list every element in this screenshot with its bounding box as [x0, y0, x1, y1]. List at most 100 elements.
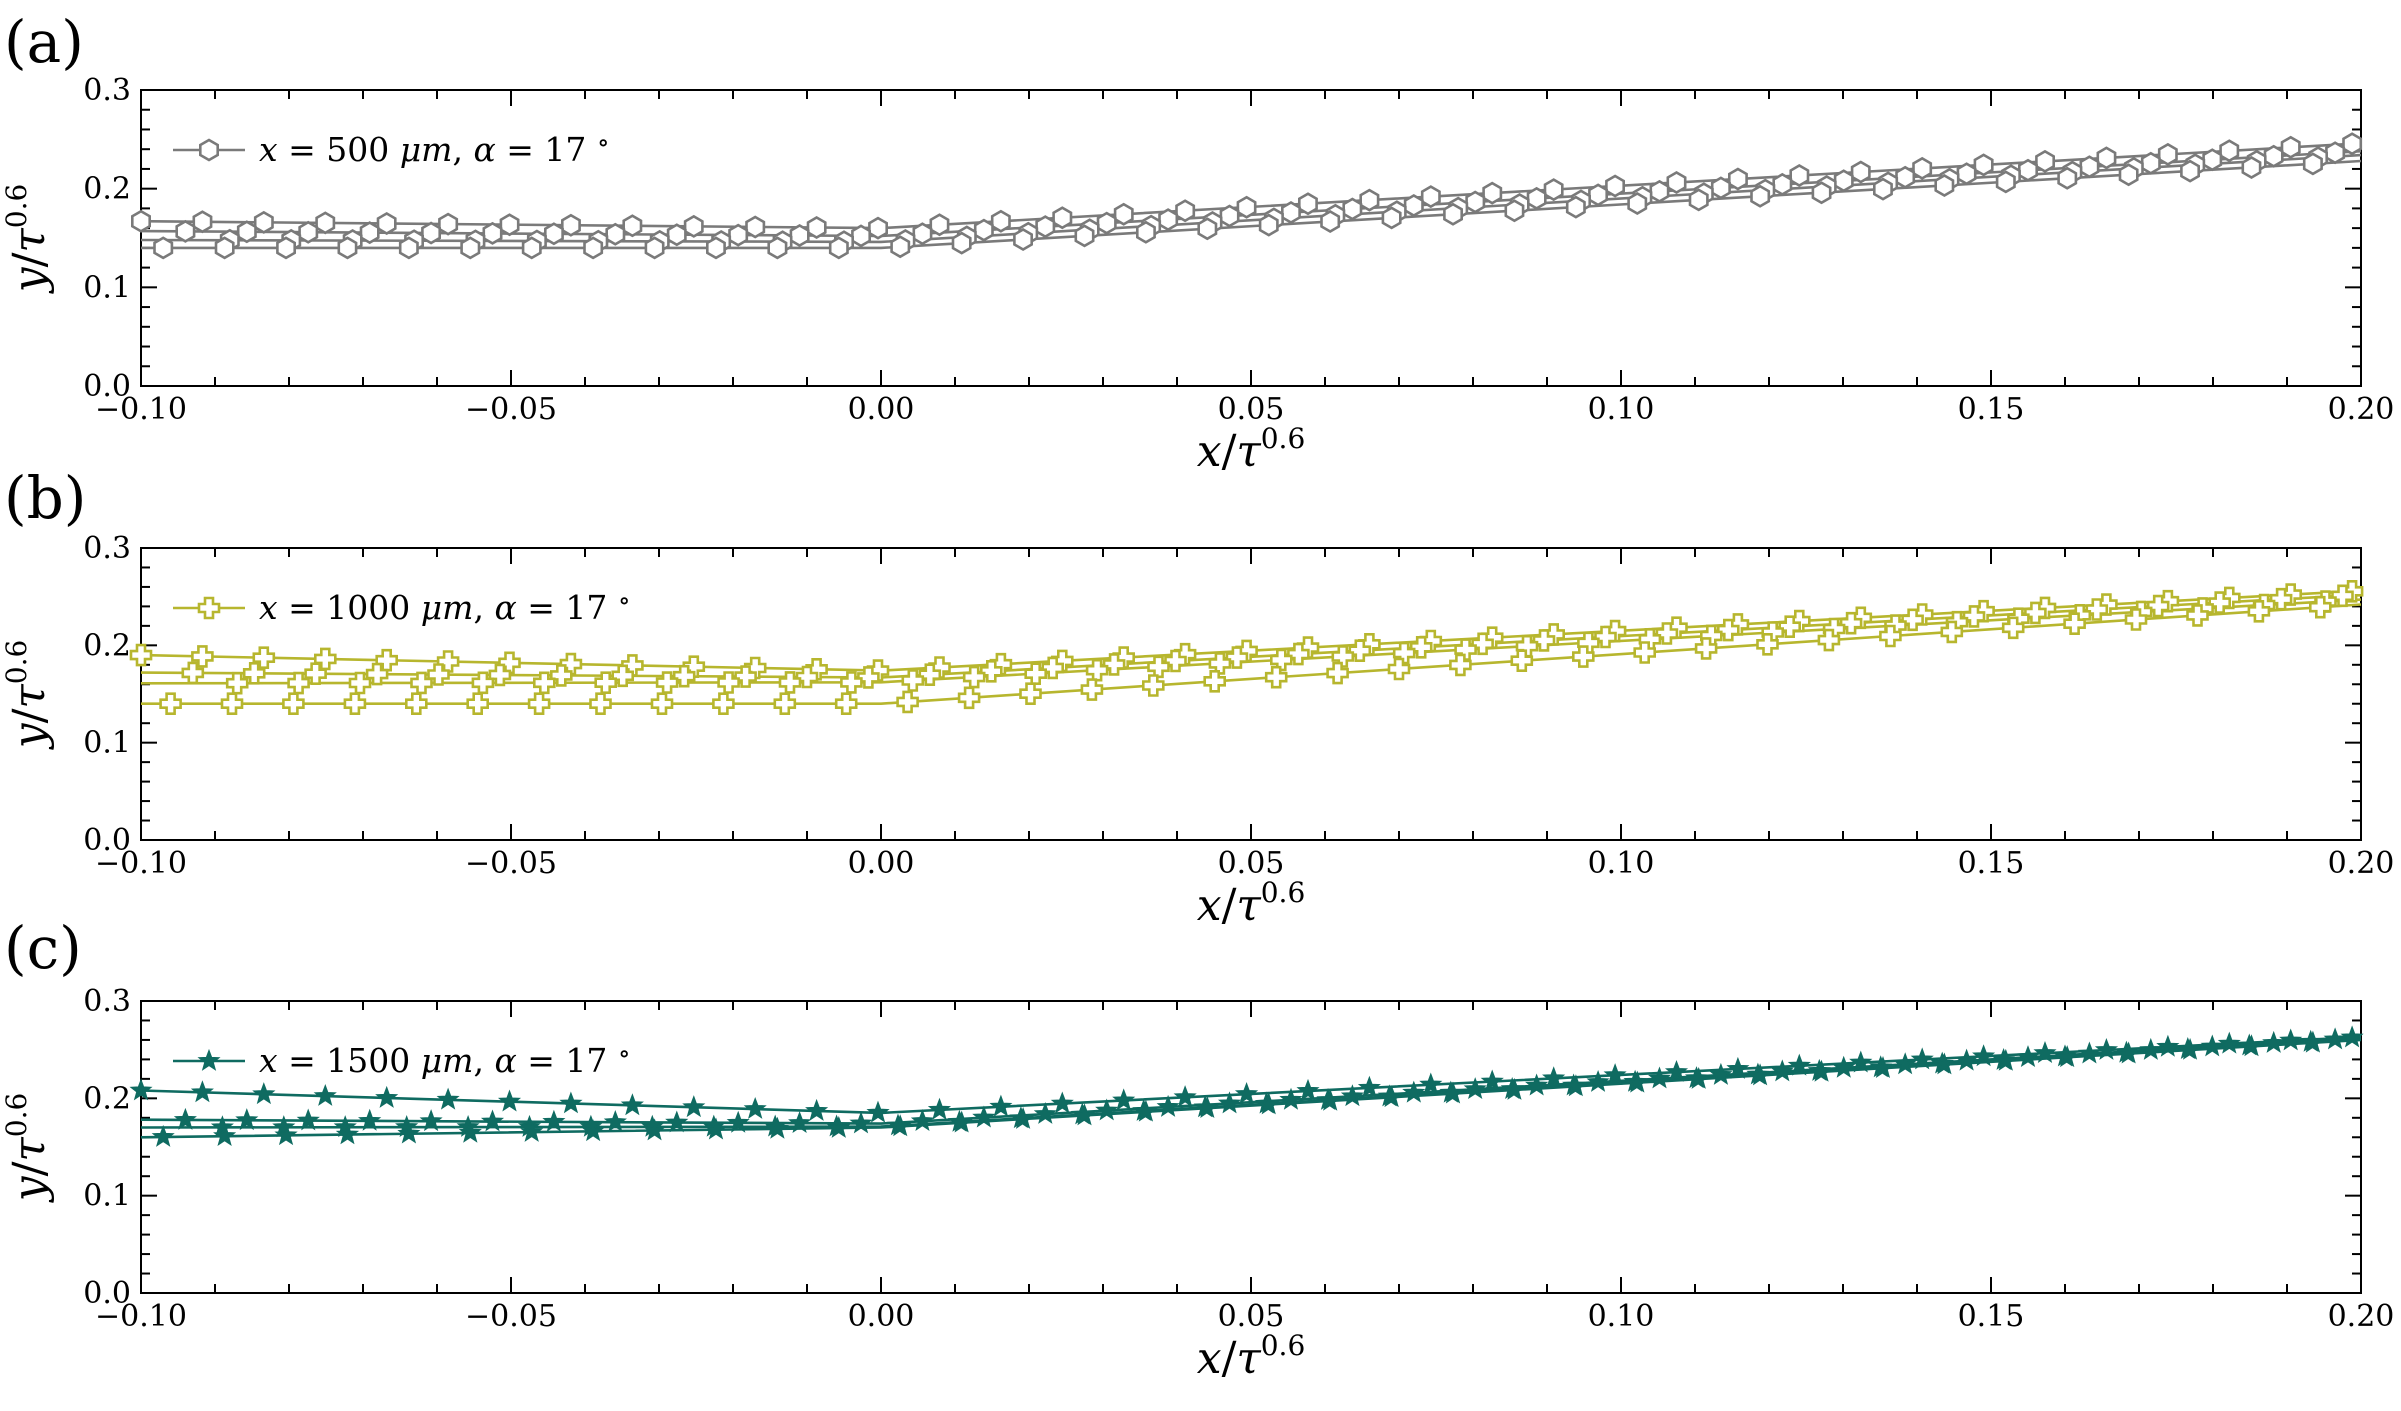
- data-point: [421, 221, 442, 245]
- data-point: [672, 664, 696, 688]
- x-tick-label: −0.05: [465, 846, 557, 881]
- data-point: [1532, 629, 1556, 652]
- data-point: [1419, 1072, 1443, 1095]
- data-point: [2096, 146, 2117, 170]
- data-point: [1709, 1062, 1733, 1085]
- data-point: [1962, 605, 1986, 628]
- x-tick-label: 0.05: [1218, 392, 1285, 427]
- data-point: [1995, 170, 2016, 194]
- data-point: [1380, 1085, 1404, 1108]
- data-point: [665, 1110, 689, 1133]
- data-point: [1934, 173, 1955, 198]
- data-point: [1096, 211, 1117, 235]
- legend-marker: [197, 1048, 221, 1071]
- data-point: [1688, 188, 1709, 212]
- data-point: [1811, 181, 1832, 205]
- data-point: [1102, 653, 1126, 676]
- data-point: [1748, 1063, 1772, 1086]
- data-point: [1113, 202, 1134, 226]
- legend-label: x = 1500 μm, α = 17 ∘: [259, 1039, 631, 1080]
- data-point: [1134, 1099, 1158, 1122]
- data-point: [335, 1122, 360, 1145]
- y-tick-label: 0.0: [83, 369, 131, 404]
- data-point: [1994, 1048, 2018, 1071]
- data-point: [683, 214, 704, 238]
- y-tick-label: 0.2: [83, 628, 131, 663]
- data-point: [951, 231, 972, 255]
- data-point: [1625, 1070, 1649, 1093]
- series-markers-1: [131, 132, 2363, 240]
- data-point: [589, 692, 612, 716]
- data-point: [1011, 1106, 1035, 1129]
- data-point: [1085, 658, 1109, 682]
- x-tick-label: −0.10: [95, 392, 187, 427]
- data-point: [1465, 190, 1486, 214]
- data-point: [1112, 1088, 1136, 1111]
- data-point: [214, 236, 235, 260]
- series-line-3: [140, 598, 2362, 685]
- data-point: [743, 1096, 767, 1119]
- data-point: [655, 671, 679, 694]
- data-point: [2157, 142, 2178, 166]
- data-point: [890, 235, 911, 259]
- data-point: [1655, 622, 1679, 645]
- data-point: [1296, 1078, 1320, 1101]
- data-point: [521, 236, 542, 260]
- data-point: [358, 1108, 382, 1131]
- data-point: [276, 236, 297, 260]
- data-point: [1136, 220, 1156, 244]
- data-point: [560, 213, 581, 237]
- data-point: [543, 222, 564, 246]
- data-point: [274, 1123, 298, 1146]
- data-point: [1664, 1059, 1689, 1082]
- data-point: [828, 236, 849, 260]
- data-point: [1342, 197, 1363, 221]
- data-point: [1770, 1059, 1794, 1082]
- series-markers-4: [159, 595, 2332, 716]
- data-point: [805, 1098, 829, 1121]
- data-point: [1443, 202, 1463, 226]
- data-point: [1726, 1056, 1750, 1079]
- data-point: [427, 663, 450, 686]
- panel-label: (c): [4, 914, 82, 982]
- data-point: [419, 1109, 443, 1132]
- data-point: [717, 671, 740, 694]
- x-tick-label: −0.05: [465, 1299, 557, 1334]
- data-point: [1603, 1063, 1627, 1086]
- series-markers-4: [151, 1030, 2325, 1147]
- data-point: [682, 1095, 706, 1118]
- data-point: [2001, 616, 2025, 640]
- series-markers-2: [173, 1027, 2347, 1134]
- data-point: [1605, 174, 1625, 198]
- data-point: [778, 671, 802, 694]
- y-tick-label: 0.1: [83, 1179, 131, 1214]
- series-line-2: [140, 1036, 2362, 1125]
- data-point: [581, 1119, 605, 1142]
- data-point: [213, 1124, 237, 1147]
- data-point: [1973, 153, 1994, 177]
- data-point: [704, 1117, 728, 1140]
- data-point: [2342, 132, 2363, 156]
- data-point: [498, 651, 521, 675]
- data-point: [1728, 167, 1748, 191]
- data-point: [1955, 1048, 1979, 1071]
- series-group: [129, 579, 2364, 716]
- data-point: [173, 1107, 197, 1130]
- data-point: [1647, 1066, 1672, 1089]
- x-tick-label: −0.05: [465, 392, 557, 427]
- x-tick-label: 0.00: [848, 1299, 915, 1334]
- data-point: [2279, 1028, 2303, 1051]
- data-point: [520, 1119, 544, 1142]
- data-point: [834, 692, 858, 716]
- series-markers-4: [153, 152, 2323, 260]
- data-point: [304, 662, 327, 686]
- data-point: [973, 218, 994, 242]
- x-tick-label: 0.05: [1218, 846, 1285, 881]
- data-point: [2118, 163, 2139, 187]
- data-point: [190, 1080, 214, 1103]
- data-point: [621, 654, 644, 677]
- data-point: [1420, 185, 1441, 209]
- x-tick-label: 0.15: [1958, 392, 2025, 427]
- data-point: [1504, 199, 1525, 223]
- data-point: [979, 659, 1003, 683]
